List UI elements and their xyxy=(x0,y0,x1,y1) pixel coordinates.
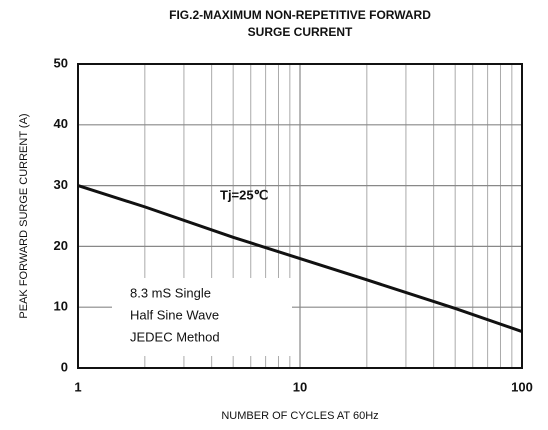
y-tick-label: 10 xyxy=(54,299,68,314)
y-tick-label: 40 xyxy=(54,116,68,131)
x-tick-label: 1 xyxy=(74,379,81,394)
series-line xyxy=(77,184,523,333)
annotation-box xyxy=(112,278,292,356)
x-tick-label: 10 xyxy=(293,379,307,394)
y-tick-label: 20 xyxy=(54,238,68,253)
y-tick-label: 50 xyxy=(54,55,68,70)
chart-title: FIG.2-MAXIMUM NON-REPETITIVE FORWARD xyxy=(169,8,431,22)
annotation: Half Sine Wave xyxy=(130,307,219,322)
y-axis-label: PEAK FORWARD SURGE CURRENT (A) xyxy=(18,113,30,318)
annotation: JEDEC Method xyxy=(130,329,220,344)
series-label: Tj=25℃ xyxy=(220,187,268,202)
annotation: 8.3 mS Single xyxy=(130,285,211,300)
x-axis-label: NUMBER OF CYCLES AT 60Hz xyxy=(221,410,378,422)
y-tick-label: 0 xyxy=(61,359,68,374)
plot-border xyxy=(77,63,523,369)
y-tick-label: 30 xyxy=(54,177,68,192)
x-tick-label: 100 xyxy=(511,379,533,394)
chart-title: SURGE CURRENT xyxy=(248,25,353,39)
